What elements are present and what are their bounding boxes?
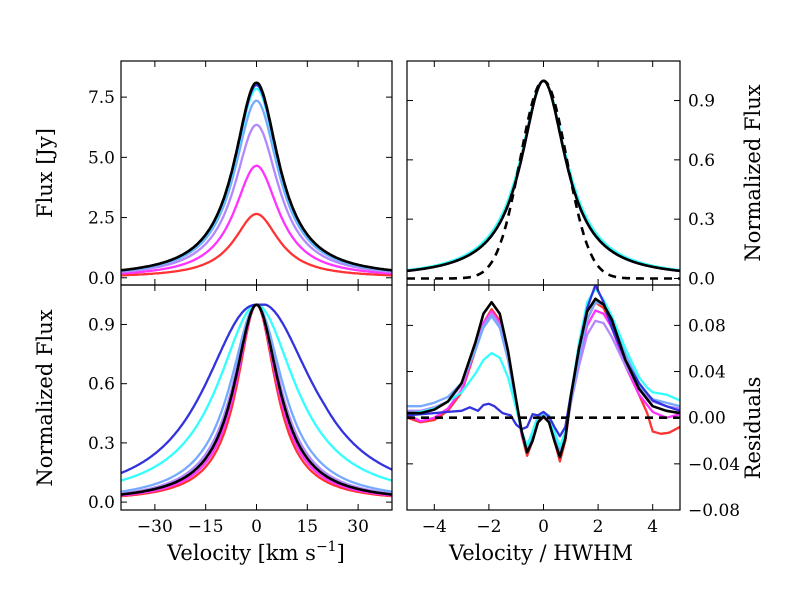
xlabel-bottom-left-end: ] <box>337 541 345 565</box>
series-line-3 <box>121 99 392 273</box>
panel-top-left: 0.0 2.5 5.0 7.5 <box>88 60 393 289</box>
ytick-label: 0.04 <box>688 363 726 383</box>
series-line-7 <box>407 79 680 280</box>
ytick-label: 0.0 <box>88 493 115 513</box>
series-line-0 <box>121 212 392 277</box>
ylabel-bottom-left: Normalized Flux <box>33 309 57 486</box>
ytick-label: 0.3 <box>88 434 115 454</box>
axes-frame <box>120 60 393 286</box>
xtick-label: 2 <box>593 517 604 537</box>
ytick-label: −0.04 <box>688 455 740 475</box>
series-line-2 <box>121 303 392 495</box>
ytick-label: 7.5 <box>88 88 115 108</box>
ytick-label: 0.6 <box>88 375 115 395</box>
series-line-4 <box>121 303 392 482</box>
ytick-label: 0.9 <box>688 92 715 112</box>
series-line-4 <box>121 87 392 272</box>
series-line-1 <box>407 79 680 273</box>
panel-bottom-right: −0.08 −0.04 0.00 0.04 0.08 −4 −2 0 2 4 <box>406 284 740 537</box>
ytick-label: 0.08 <box>688 316 726 336</box>
series-group <box>407 79 680 280</box>
axes-frame <box>120 284 393 511</box>
ytick-label: 2.5 <box>88 209 115 229</box>
ytick-label: 0.0 <box>88 269 115 289</box>
ylabel-top-right: Normalized Flux <box>741 84 765 261</box>
series-line-2 <box>407 79 680 273</box>
series-line-0 <box>121 303 392 498</box>
series-line-6 <box>121 81 392 272</box>
axes-frame <box>406 60 681 286</box>
ytick-label: 0.00 <box>688 409 726 429</box>
series-line-6 <box>407 297 680 459</box>
series-group <box>121 303 392 498</box>
panel-bottom-left: 0.0 0.3 0.6 0.9 −30 −15 0 15 30 <box>88 284 393 537</box>
xlabel-bottom-right: Velocity / HWHM <box>448 541 633 565</box>
series-line-4 <box>407 287 680 448</box>
xtick-label: 0 <box>538 517 549 537</box>
ytick-label: 5.0 <box>88 148 115 168</box>
series-line-3 <box>407 79 680 273</box>
series-line-2 <box>121 123 392 274</box>
ytick-label: 0.3 <box>688 210 715 230</box>
series-line-5 <box>407 285 680 438</box>
series-line-5 <box>407 79 680 273</box>
xlabel-bottom-left: Velocity [km s−1] <box>166 539 345 565</box>
xtick-label: 15 <box>296 517 318 537</box>
xtick-label: 0 <box>251 517 262 537</box>
ylabel-bottom-right: Residuals <box>741 377 765 480</box>
series-line-0 <box>407 79 680 273</box>
xtick-label: −2 <box>476 517 501 537</box>
ytick-label: 0.6 <box>688 151 715 171</box>
series-line-6 <box>407 79 680 273</box>
series-line-5 <box>121 83 392 272</box>
xlabel-bottom-left-sup: −1 <box>316 539 337 555</box>
series-line-1 <box>121 303 392 497</box>
xlabel-bottom-left-main: Velocity [km s <box>166 541 316 565</box>
xtick-label: 30 <box>347 517 369 537</box>
xtick-label: −15 <box>188 517 224 537</box>
series-line-6 <box>121 303 392 496</box>
series-line-4 <box>407 79 680 272</box>
ylabel-top-left: Flux [Jy] <box>33 128 57 218</box>
panel-top-right: 0.0 0.3 0.6 0.9 <box>406 60 715 289</box>
ytick-label: 0.0 <box>688 269 715 289</box>
series-group <box>407 285 680 463</box>
xtick-label: −4 <box>422 517 447 537</box>
xtick-label: −30 <box>137 517 173 537</box>
ytick-label: −0.08 <box>688 501 740 521</box>
ytick-label: 0.9 <box>88 315 115 335</box>
series-line-5 <box>121 303 392 475</box>
xtick-label: 4 <box>647 517 658 537</box>
series-group <box>121 81 392 277</box>
series-line-1 <box>121 164 392 275</box>
